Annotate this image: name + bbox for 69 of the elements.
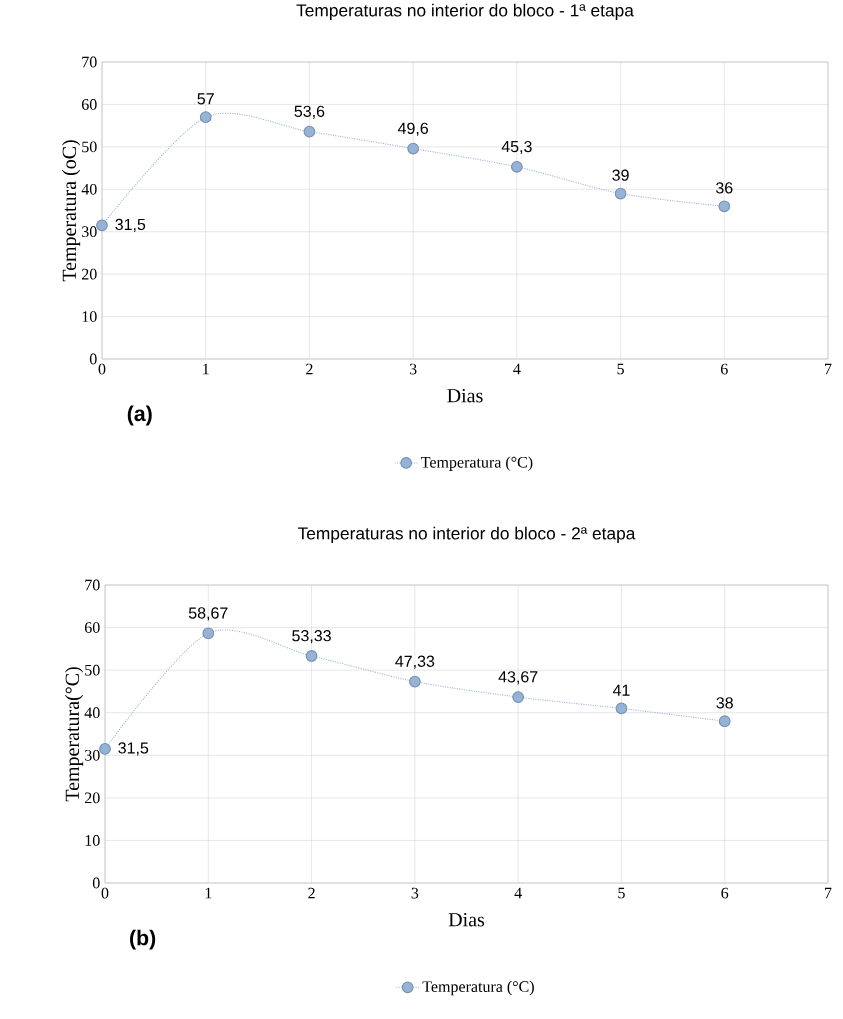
- point: [305, 650, 318, 662]
- point: [99, 743, 111, 755]
- data-label: 41: [612, 684, 630, 696]
- y-tick-label: 10: [82, 311, 97, 322]
- legend-label: Temperatura (°C): [422, 980, 534, 996]
- x-tick-label: 5: [618, 887, 625, 899]
- x-tick-label: 2: [306, 363, 313, 375]
- y-tick-label: 70: [82, 56, 97, 68]
- text: (b): [130, 929, 156, 950]
- data-label: 31,5: [115, 218, 146, 232]
- data-label: 53,6: [294, 105, 325, 119]
- chart-title: Temperaturas no interior do bloco - 1ª etapa: [296, 3, 634, 20]
- y-tick-label: 30: [82, 226, 97, 238]
- y-tick-label: 10: [85, 835, 100, 846]
- y-tick-label: 0: [92, 877, 100, 889]
- x-tick-label: 1: [203, 363, 209, 375]
- data-label: 31,5: [118, 742, 149, 756]
- point: [614, 187, 627, 200]
- y-axis-title: Temperatura(°C): [65, 667, 84, 802]
- data-label: 45,3: [501, 140, 532, 155]
- x-axis-title: Dias: [448, 913, 485, 927]
- data-label: 49,6: [397, 122, 429, 136]
- point: [718, 715, 731, 728]
- data-label: 39: [612, 169, 629, 181]
- x-tick-label: 5: [617, 363, 624, 375]
- y-tick-label: 20: [85, 792, 100, 804]
- y-tick-label: 70: [85, 579, 100, 591]
- data-label: 38: [716, 697, 733, 709]
- y-tick-label: 20: [82, 268, 97, 280]
- y-tick-label: 0: [89, 353, 97, 365]
- y-tick-label: 60: [84, 622, 100, 633]
- x-tick-label: 7: [825, 887, 832, 899]
- data-label: 53,33: [292, 630, 331, 644]
- x-tick-label: 6: [721, 887, 729, 899]
- point: [96, 219, 108, 232]
- x-axis-title: Dias: [447, 389, 483, 403]
- point: [510, 160, 523, 173]
- point: [408, 675, 421, 688]
- point: [303, 125, 316, 138]
- y-axis-title: Temperatura (oC): [62, 140, 81, 282]
- point: [512, 691, 525, 703]
- point: [199, 111, 212, 124]
- x-tick-label: 2: [308, 887, 315, 899]
- data-label: 43,67: [498, 671, 538, 685]
- data-label: 58,67: [188, 607, 228, 621]
- y-tick-label: 50: [85, 664, 100, 676]
- text: (a): [127, 405, 152, 426]
- chart-title: Temperaturas no interior do bloco - 2ª etapa: [297, 526, 636, 543]
- x-tick-label: 1: [205, 887, 212, 899]
- point: [202, 627, 215, 640]
- x-tick-label: 7: [825, 363, 832, 375]
- legend-label: Temperatura (°C): [421, 456, 533, 471]
- point: [407, 142, 420, 155]
- y-tick-label: 50: [82, 141, 97, 153]
- x-tick-label: 4: [514, 887, 522, 899]
- data-label: 57: [197, 93, 214, 105]
- x-tick-label: 6: [720, 363, 728, 375]
- x-tick-label: 3: [411, 887, 419, 899]
- data-label: 36: [715, 182, 733, 194]
- x-tick-label: 0: [101, 887, 109, 899]
- y-tick-label: 30: [85, 749, 100, 761]
- data-label: 47,33: [395, 655, 435, 669]
- y-tick-label: 60: [81, 99, 97, 110]
- point: [615, 702, 628, 715]
- x-tick-label: 3: [409, 363, 417, 375]
- y-tick-label: 40: [81, 183, 97, 195]
- x-tick-label: 4: [513, 363, 521, 375]
- y-tick-label: 40: [84, 707, 100, 719]
- point: [718, 200, 731, 213]
